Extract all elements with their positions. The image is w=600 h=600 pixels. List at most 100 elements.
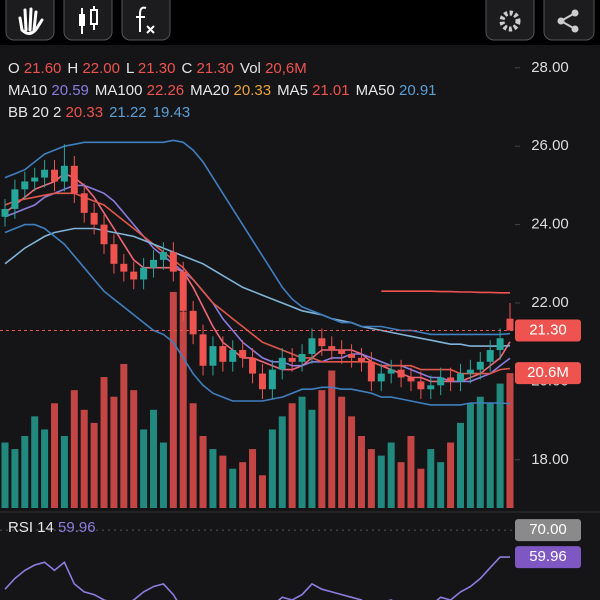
draw-button[interactable] [5, 0, 55, 41]
legend-label: MA5 [277, 82, 308, 99]
legend-label: Vol [240, 60, 261, 77]
candle-body [1, 208, 9, 217]
volume-bar [189, 403, 197, 508]
volume-bar [41, 429, 49, 508]
volume-bar [308, 409, 316, 508]
volume-bar [140, 429, 148, 508]
candle-body [51, 169, 59, 182]
volume-bar [31, 416, 39, 508]
volume-bar [278, 416, 286, 508]
candle-body [31, 177, 39, 182]
volume-bar [466, 403, 474, 508]
candle-body [357, 357, 365, 362]
y-tick-label: 22.00 [531, 294, 569, 311]
volume-bar [159, 442, 167, 508]
y-tick-label: 28.00 [531, 59, 569, 76]
volume-bar [209, 449, 217, 508]
legend-value: 21.01 [312, 82, 350, 99]
candle-body [268, 369, 276, 390]
volume-bar [80, 409, 88, 508]
candle-body [308, 338, 316, 354]
volume-bar [456, 422, 464, 508]
volume-bar [268, 429, 276, 508]
rsi-last-label-box [515, 546, 581, 569]
volume-bar [417, 468, 425, 508]
legend-value: 20.33 [233, 82, 272, 99]
volume-bar [258, 475, 266, 508]
indicator-line [4, 139, 511, 336]
legend-value: 21.60 [23, 60, 62, 77]
volume-bar [427, 449, 435, 508]
rsi-level-label-box [515, 519, 581, 542]
volume-bar [338, 396, 346, 508]
candle-body [189, 310, 197, 335]
legend-label: MA50 [355, 82, 395, 99]
legend-label: O [8, 60, 20, 77]
legend-value: 20.33 [65, 104, 104, 121]
volume-bar [298, 396, 306, 508]
candle-body [219, 346, 227, 362]
volume-bar [447, 442, 455, 508]
candle-body [120, 263, 128, 272]
volume-bar [506, 373, 514, 508]
candle-body [456, 373, 464, 382]
indicator-line [4, 172, 511, 383]
legend-value: 21.22 [109, 104, 147, 121]
candle-body [466, 369, 474, 374]
indicator-line [4, 227, 511, 347]
candle-body [318, 338, 326, 347]
volume-bar [11, 449, 19, 508]
volume-bar [229, 468, 237, 508]
candle-body [367, 361, 375, 382]
volume-bar [387, 442, 395, 508]
volume-bar [357, 435, 365, 508]
candle-body [338, 350, 346, 354]
settings-button[interactable] [485, 0, 535, 41]
candle-body [258, 373, 266, 390]
share-button[interactable] [543, 0, 595, 41]
volume-bar [328, 370, 336, 508]
rsi-line [4, 556, 511, 600]
candle-body [427, 385, 435, 390]
candle-body [90, 212, 98, 225]
legend-value: 20.59 [51, 82, 89, 99]
legend-label: H [67, 60, 79, 77]
candle-body [229, 350, 237, 362]
candle-body [377, 373, 385, 382]
candle-body [417, 381, 425, 390]
volume-bar [120, 363, 128, 508]
rsi-legend: RSI 14 59.96 [8, 519, 96, 536]
volume-bar [219, 455, 227, 508]
candle-body [130, 271, 138, 280]
candle-body [199, 334, 207, 366]
candle-body [506, 318, 514, 331]
candle-body [150, 259, 158, 268]
candle-body [110, 244, 118, 264]
y-tick-label: 24.00 [531, 216, 569, 233]
volume-bar [397, 462, 405, 508]
volume-bar [169, 291, 177, 508]
chart-type-button[interactable] [63, 0, 113, 41]
candle-body [249, 357, 257, 374]
indicators-button[interactable] [121, 0, 171, 41]
volume-bar [318, 390, 326, 508]
legend-label: C [181, 60, 193, 77]
rsi-last-label: 59.96 [529, 548, 567, 565]
volume-bar [437, 462, 445, 508]
volume-bar [110, 396, 118, 508]
legend-value: 21.30 [137, 60, 176, 77]
volume-bar [288, 403, 296, 508]
last-price-label: 21.30 [529, 321, 567, 338]
legend-label: L [125, 60, 134, 77]
legend-value: 20,6M [265, 60, 307, 77]
candle-body [100, 224, 108, 245]
legend-row: MA10 20.59 MA100 22.26 MA20 20.33 MA5 21.01… [8, 80, 443, 102]
legend-value: 22.00 [82, 60, 120, 77]
volume-bar [130, 390, 138, 508]
legend-row: O 21.60 H 22.00 L 21.30 C 21.30 Vol 20,6M [8, 58, 443, 80]
last-price-label-box [515, 319, 581, 342]
legend-label: MA10 [8, 82, 48, 99]
volume-bar [407, 435, 415, 508]
legend-label: MA100 [94, 82, 143, 99]
